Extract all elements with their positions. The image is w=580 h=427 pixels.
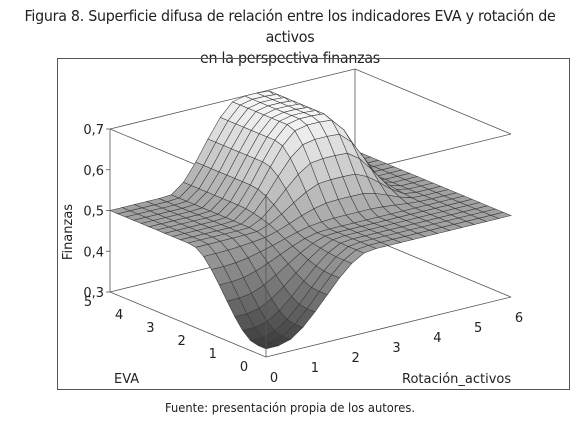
y-tick-label: 2 [177, 334, 185, 349]
y-tick-label: 3 [146, 321, 154, 336]
z-tick-label: 0,6 [83, 164, 104, 179]
y-tick-label: 5 [84, 295, 92, 310]
y-axis-label: EVA [114, 372, 139, 387]
surface-mesh [109, 90, 512, 350]
z-tick-label: 0,5 [83, 205, 104, 220]
figure-source: Fuente: presentación propia de los autor… [164, 400, 416, 415]
tick-labels: 0,3 0,4 0,5 0,6 0,7 0 1 2 3 4 5 0 1 2 3 4 5 6 [83, 123, 523, 386]
y-tick-label: 0 [240, 360, 248, 375]
floor-edge-x [265, 296, 512, 358]
x-tick-label: 4 [433, 331, 441, 346]
x-tick-label: 5 [474, 321, 482, 336]
top-back-edge [109, 68, 356, 130]
y-tick-label: 1 [209, 347, 217, 362]
z-tick-label: 0,3 [83, 286, 104, 301]
x-axis-label: Rotación_activos [402, 372, 511, 387]
floor-edge-y [109, 291, 267, 358]
z-tick-label: 0,7 [83, 123, 104, 138]
top-right-edge [354, 68, 512, 135]
x-tick-label: 6 [515, 311, 523, 326]
x-tick-label: 1 [311, 361, 319, 376]
plot-frame [57, 58, 570, 390]
x-tick-label: 0 [270, 371, 278, 386]
x-tick-label: 3 [392, 341, 400, 356]
figure-title-line-1: Figura 8. Superficie difusa de relación … [24, 7, 556, 46]
x-tick-label: 2 [352, 351, 360, 366]
surface-patch [490, 212, 512, 219]
figure-title: Figura 8. Superficie difusa de relación … [23, 6, 557, 69]
z-tick-label: 0,4 [83, 245, 104, 260]
y-tick-label: 4 [115, 308, 123, 323]
z-axis-label: Finanzas [61, 204, 76, 260]
